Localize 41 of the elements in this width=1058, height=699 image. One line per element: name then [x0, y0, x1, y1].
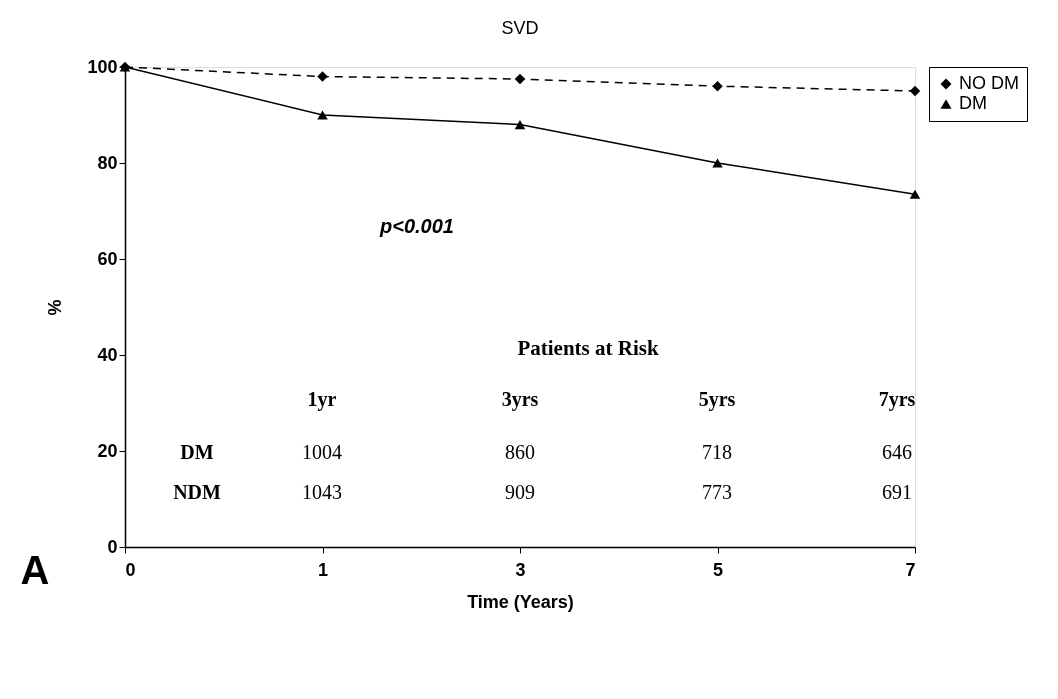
point	[514, 120, 526, 130]
x-tick-label: 7	[905, 559, 916, 580]
annotation: NDM	[173, 481, 221, 503]
point	[712, 80, 723, 92]
annotation: Patients at Risk	[517, 336, 659, 360]
point	[909, 189, 921, 199]
legend-label: NO DM	[959, 73, 1019, 93]
point	[712, 158, 723, 168]
annotation: 1yr	[307, 388, 337, 411]
y-tick-label: 20	[97, 440, 118, 461]
annotation: 5yrs	[698, 388, 736, 411]
annotation: 3yrs	[501, 388, 539, 411]
point	[514, 73, 526, 85]
annotation: 773	[702, 481, 732, 503]
annotation: DM	[180, 441, 214, 463]
text: A	[20, 548, 50, 592]
annotation: p<0.001	[379, 215, 454, 237]
annotation: 646	[882, 441, 912, 463]
annotation: 691	[882, 481, 912, 503]
point	[909, 85, 921, 97]
x-tick-label: 3	[515, 559, 526, 580]
y-tick-label: 0	[107, 536, 118, 557]
point	[317, 71, 328, 82]
annotation: 1043	[302, 481, 342, 503]
x-axis-title: Time (Years)	[467, 591, 574, 612]
annotation: 860	[505, 441, 535, 463]
legend-label: DM	[959, 93, 987, 113]
y-tick-label: 60	[97, 248, 118, 269]
y-tick-label: 100	[87, 56, 118, 77]
y-tick-label: 40	[97, 344, 118, 365]
x-tick-label: 0	[125, 559, 136, 580]
annotation: 1004	[302, 441, 342, 463]
point	[317, 110, 328, 120]
annotation: 909	[505, 481, 535, 503]
annotation: 718	[702, 441, 732, 463]
x-tick-label: 1	[317, 559, 329, 580]
x-tick-label: 5	[712, 559, 724, 580]
annotation: 7yrs	[878, 388, 916, 411]
chart-title: SVD	[501, 18, 539, 38]
y-tick-label: 80	[97, 152, 118, 173]
y-axis-title: %	[45, 299, 66, 316]
